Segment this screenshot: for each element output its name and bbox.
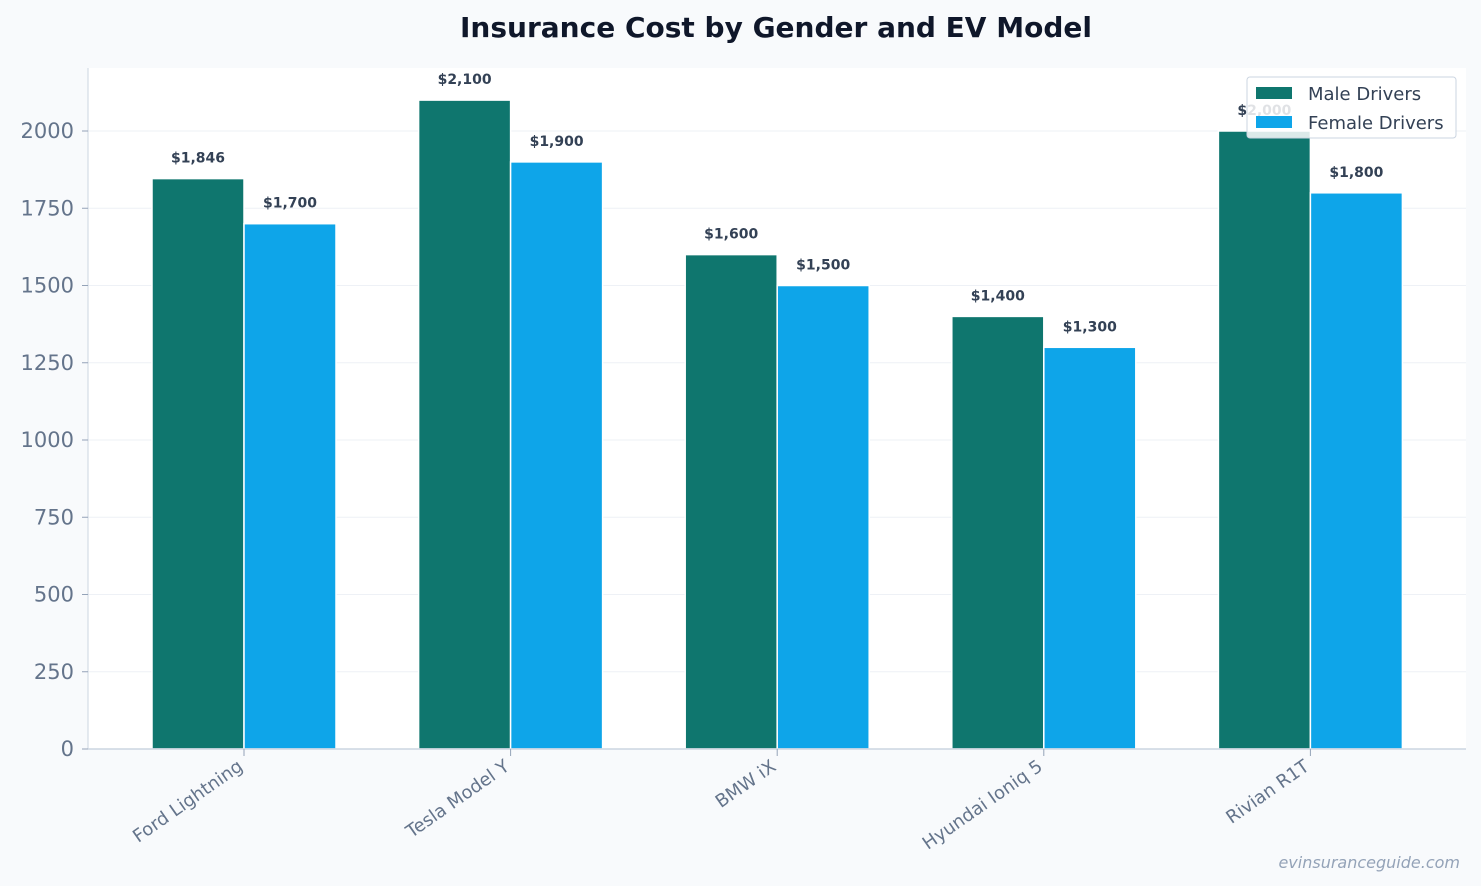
data-label-bmw-ix-female: $1,500 xyxy=(796,258,850,274)
y-tick-label-1250: 1250 xyxy=(21,351,74,375)
x-tick-label-hyundai-ioniq-5: Hyundai Ioniq 5 xyxy=(919,756,1047,854)
y-axis-ticks: 0 250 500 750 1000 1250 1500 1750 2000 xyxy=(21,119,88,761)
x-tick-label-ford-lightning: Ford Lightning xyxy=(129,756,247,847)
x-tick-label-rivian-r1t: Rivian R1T xyxy=(1222,755,1314,828)
y-tick-label-2000: 2000 xyxy=(21,119,74,143)
y-tick-label-750: 750 xyxy=(34,505,74,529)
y-tick-label-1500: 1500 xyxy=(21,274,74,298)
bar-hyundai-ioniq-5-male xyxy=(952,316,1044,749)
data-label-rivian-r1t-female: $1,800 xyxy=(1329,165,1383,181)
bar-tesla-model-y-male xyxy=(419,100,511,749)
watermark: evinsuranceguide.com xyxy=(1278,853,1460,872)
data-label-tesla-model-y-male: $2,100 xyxy=(438,72,492,88)
y-tick-label-1750: 1750 xyxy=(21,196,74,220)
bar-bmw-ix-female xyxy=(777,286,869,750)
bar-ford-lightning-female xyxy=(244,224,336,749)
data-label-hyundai-ioniq-5-female: $1,300 xyxy=(1063,319,1117,335)
data-label-ford-lightning-female: $1,700 xyxy=(263,196,317,212)
chart-title: Insurance Cost by Gender and EV Model xyxy=(460,11,1092,44)
bar-rivian-r1t-male xyxy=(1218,131,1310,749)
legend-label-male: Male Drivers xyxy=(1308,84,1421,105)
y-tick-label-1000: 1000 xyxy=(21,428,74,452)
x-axis-ticks: Ford Lightning Tesla Model Y BMW iX Hyundai… xyxy=(129,749,1314,854)
legend: Male Drivers Female Drivers xyxy=(1247,77,1456,138)
y-tick-label-0: 0 xyxy=(61,737,74,761)
data-label-hyundai-ioniq-5-male: $1,400 xyxy=(971,288,1025,304)
bar-tesla-model-y-female xyxy=(511,162,603,749)
x-tick-label-bmw-ix: BMW iX xyxy=(712,756,780,813)
bar-bmw-ix-male xyxy=(685,255,777,749)
data-label-ford-lightning-male: $1,846 xyxy=(171,151,225,167)
legend-swatch-female xyxy=(1256,116,1292,128)
bar-rivian-r1t-female xyxy=(1310,193,1402,749)
y-tick-label-250: 250 xyxy=(34,660,74,684)
bar-ford-lightning-male xyxy=(152,179,244,749)
data-label-tesla-model-y-female: $1,900 xyxy=(530,134,584,150)
y-tick-label-500: 500 xyxy=(34,583,74,607)
data-label-bmw-ix-male: $1,600 xyxy=(704,227,758,243)
legend-label-female: Female Drivers xyxy=(1308,113,1444,134)
x-tick-label-tesla-model-y: Tesla Model Y xyxy=(402,755,515,843)
bar-hyundai-ioniq-5-female xyxy=(1044,347,1136,749)
legend-swatch-male xyxy=(1256,87,1292,99)
